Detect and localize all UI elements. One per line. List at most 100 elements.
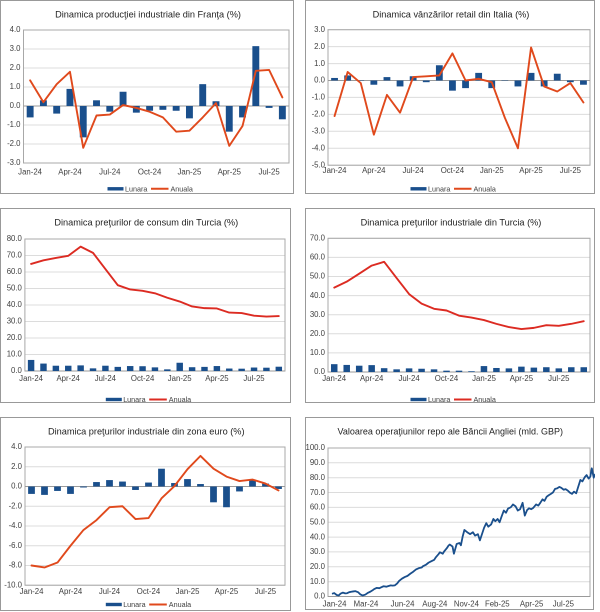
svg-text:Jul-24: Jul-24 [402,166,424,175]
svg-text:Mar-24: Mar-24 [354,599,379,608]
svg-text:4.0: 4.0 [10,25,22,34]
svg-text:Lunara: Lunara [123,600,145,609]
svg-text:Jan-25: Jan-25 [480,166,505,175]
svg-text:Jan-24: Jan-24 [19,374,44,383]
svg-text:Anuala: Anuala [474,184,496,193]
svg-text:Jul-25: Jul-25 [255,587,277,596]
svg-text:20.0: 20.0 [310,562,326,571]
svg-text:0.0: 0.0 [314,591,326,600]
svg-text:70.0: 70.0 [310,234,326,243]
svg-text:-1.0: -1.0 [312,93,326,102]
svg-text:-2.0: -2.0 [312,110,326,119]
svg-text:Feb-25: Feb-25 [485,599,510,608]
svg-text:Oct-24: Oct-24 [138,168,162,177]
svg-text:70.0: 70.0 [7,251,23,260]
svg-text:-4.0: -4.0 [312,143,326,152]
svg-text:10.0: 10.0 [310,576,326,585]
svg-text:1.0: 1.0 [10,82,22,91]
svg-text:Anuala: Anuala [169,395,191,404]
svg-text:Jul-25: Jul-25 [553,599,575,608]
svg-text:Apr-24: Apr-24 [362,166,386,175]
svg-text:-5.0: -5.0 [312,160,326,169]
svg-text:Jul-25: Jul-25 [243,374,265,383]
svg-text:3.0: 3.0 [10,44,22,53]
svg-text:Anuala: Anuala [169,600,191,609]
svg-text:Apr-24: Apr-24 [360,374,384,383]
svg-text:Jul-25: Jul-25 [258,168,280,177]
svg-text:-10.0: -10.0 [4,580,22,589]
svg-text:60.0: 60.0 [7,267,23,276]
svg-text:2.0: 2.0 [11,462,23,471]
svg-text:60.0: 60.0 [310,253,326,262]
svg-text:Apr-25: Apr-25 [218,168,242,177]
svg-text:30.0: 30.0 [310,310,326,319]
svg-text:-8.0: -8.0 [9,560,23,569]
svg-text:Apr-24: Apr-24 [58,168,82,177]
svg-text:Oct-24: Oct-24 [441,166,465,175]
svg-text:30.0: 30.0 [310,547,326,556]
svg-text:0.0: 0.0 [10,101,22,110]
svg-text:-4.0: -4.0 [9,521,23,530]
svg-text:Dinamica producţiei industrial: Dinamica producţiei industriale din Fran… [55,10,241,20]
svg-text:Jan-24: Jan-24 [20,587,45,596]
svg-text:50.0: 50.0 [310,517,326,526]
svg-text:Jul-24: Jul-24 [99,168,121,177]
svg-text:80.0: 80.0 [310,472,326,481]
svg-text:Jul-25: Jul-25 [560,166,582,175]
svg-text:Jul-24: Jul-24 [99,587,121,596]
svg-text:10.0: 10.0 [7,350,23,359]
svg-text:Apr-25: Apr-25 [519,166,543,175]
svg-text:Jan-24: Jan-24 [323,599,348,608]
svg-text:Anuala: Anuala [474,395,496,404]
svg-text:Lunara: Lunara [123,395,145,404]
svg-text:Anuala: Anuala [171,184,193,193]
svg-text:20.0: 20.0 [7,333,23,342]
svg-text:50.0: 50.0 [310,272,326,281]
svg-text:30.0: 30.0 [7,317,23,326]
svg-text:-2.0: -2.0 [9,501,23,510]
svg-text:Jan-25: Jan-25 [177,168,202,177]
svg-text:Lunara: Lunara [125,184,147,193]
svg-text:Aug-24: Aug-24 [422,599,448,608]
svg-text:Dinamica vânzărilor retail din: Dinamica vânzărilor retail din Italia (%… [373,10,530,20]
svg-text:40.0: 40.0 [310,532,326,541]
svg-text:-6.0: -6.0 [9,540,23,549]
svg-text:Apr-25: Apr-25 [510,374,534,383]
svg-text:Jan-24: Jan-24 [18,168,43,177]
svg-text:2.0: 2.0 [10,63,22,72]
svg-text:Dinamica preţurilor industrial: Dinamica preţurilor industriale din Turc… [361,218,542,228]
svg-text:90.0: 90.0 [310,458,326,467]
svg-text:Oct-24: Oct-24 [435,374,459,383]
svg-text:50.0: 50.0 [7,284,23,293]
svg-text:Apr-25: Apr-25 [205,374,229,383]
svg-text:Lunara: Lunara [428,184,450,193]
svg-text:80.0: 80.0 [7,234,23,243]
svg-text:Jan-24: Jan-24 [322,374,347,383]
svg-text:2.0: 2.0 [314,42,326,51]
svg-text:0.0: 0.0 [314,367,326,376]
svg-text:70.0: 70.0 [310,487,326,496]
svg-text:20.0: 20.0 [310,329,326,338]
svg-text:Jul-24: Jul-24 [95,374,117,383]
svg-text:Apr-25: Apr-25 [215,587,239,596]
svg-text:Oct-24: Oct-24 [137,587,161,596]
svg-text:0.0: 0.0 [11,366,23,375]
svg-text:Apr-24: Apr-24 [56,374,80,383]
svg-text:Apr-25: Apr-25 [520,599,544,608]
svg-text:Valoarea operaţiunilor repo al: Valoarea operaţiunilor repo ale Băncii A… [338,426,563,436]
svg-text:10.0: 10.0 [310,348,326,357]
svg-text:Jan-25: Jan-25 [472,374,497,383]
svg-text:Jul-25: Jul-25 [548,374,570,383]
svg-text:Apr-24: Apr-24 [59,587,83,596]
svg-text:-3.0: -3.0 [312,127,326,136]
svg-text:Oct-24: Oct-24 [131,374,155,383]
svg-text:Jul-24: Jul-24 [398,374,420,383]
svg-text:Lunara: Lunara [428,395,450,404]
svg-text:3.0: 3.0 [314,25,326,34]
svg-text:4.0: 4.0 [11,442,23,451]
svg-text:100.0: 100.0 [306,443,326,452]
svg-text:0.0: 0.0 [11,481,23,490]
svg-text:60.0: 60.0 [310,502,326,511]
svg-text:Jun-24: Jun-24 [391,599,416,608]
svg-text:-2.0: -2.0 [7,139,21,148]
